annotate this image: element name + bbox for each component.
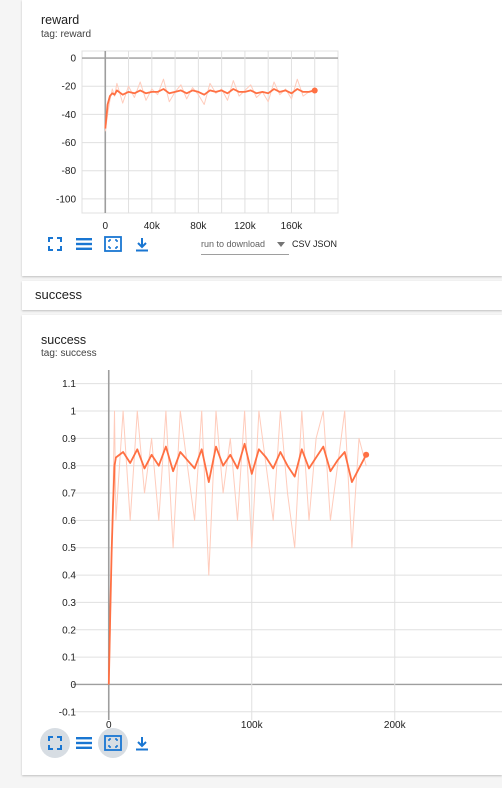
download-json-link[interactable]: JSON [313,239,338,249]
chart-tag: tag: success [41,348,97,359]
x-tick-label: 200k [384,720,407,731]
y-tick-label: -0.1 [59,707,77,718]
download-button[interactable] [131,233,153,255]
chevron-down-icon [277,242,285,247]
smoothed-series-line [104,88,315,129]
x-tick-label: 80k [190,221,207,232]
data-table-icon [76,238,92,250]
run-download-select[interactable]: run to download [201,236,289,255]
smoothed-series-line [107,442,367,685]
success-chart-card: success tag: success 1.1 1 0.9 0.8 0.7 0.6 0.5… [22,315,502,775]
y-tick-label: 0.9 [62,434,76,445]
y-tick-label: 0.6 [62,516,76,527]
fit-domain-icon [104,236,122,252]
data-table-icon [76,737,92,749]
group-header[interactable]: success [22,281,502,310]
download-icon [136,736,148,750]
group-title: success [35,287,82,302]
fullscreen-button[interactable] [44,233,66,255]
y-tick-label: 0.7 [62,489,76,500]
y-tick-label: 0.4 [62,571,76,582]
y-tick-label: 0.1 [62,653,76,664]
raw-series-line [104,78,315,132]
y-tick-label: -100 [56,194,76,205]
y-tick-label: 0.3 [62,598,76,609]
reward-chart-card: reward tag: reward 0 -20 -40 -60 -80 -100 0 40k… [22,0,502,276]
last-point-marker [363,451,370,458]
reward-chart[interactable]: 0 -20 -40 -60 -80 -100 0 40k 80k 120k 160k [22,0,502,232]
x-tick-label: 40k [144,221,161,232]
fit-domain-button[interactable] [102,233,124,255]
chart-title: reward [41,13,80,27]
fullscreen-icon [48,736,62,750]
fullscreen-button[interactable] [40,728,70,758]
y-tick-label: -60 [62,138,77,149]
y-tick-label: 0 [70,54,76,65]
data-table-button[interactable] [73,233,95,255]
chart-title: success [41,333,87,347]
download-csv-link[interactable]: CSV [292,239,311,249]
y-tick-label: 0.8 [62,461,76,472]
raw-series-line [108,410,367,685]
success-chart[interactable]: 1.1 1 0.9 0.8 0.7 0.6 0.5 0.4 0.3 0.2 0.1 0 -0.1 0 100… [22,315,502,735]
x-tick-label: 100k [241,720,264,731]
download-icon [136,237,148,251]
plot-frame [81,50,339,214]
x-tick-label: 0 [106,720,112,731]
chart-tag: tag: reward [41,29,92,40]
data-table-button[interactable] [73,732,95,754]
fit-domain-icon [104,735,122,751]
y-tick-label: 0 [70,680,76,691]
y-tick-label: 1.1 [62,379,76,390]
x-tick-label: 120k [234,221,257,232]
fit-domain-button[interactable] [98,728,128,758]
x-tick-label: 0 [102,221,108,232]
run-download-placeholder: run to download [201,239,266,249]
y-tick-label: 0.5 [62,543,76,554]
y-tick-label: -20 [62,82,77,93]
last-point-marker [311,87,318,94]
download-button[interactable] [131,732,153,754]
y-tick-label: 0.2 [62,625,76,636]
y-tick-label: -40 [62,110,77,121]
fullscreen-icon [48,237,62,251]
x-tick-label: 160k [281,221,304,232]
y-tick-label: -80 [62,166,77,177]
y-tick-label: 1 [70,407,76,418]
